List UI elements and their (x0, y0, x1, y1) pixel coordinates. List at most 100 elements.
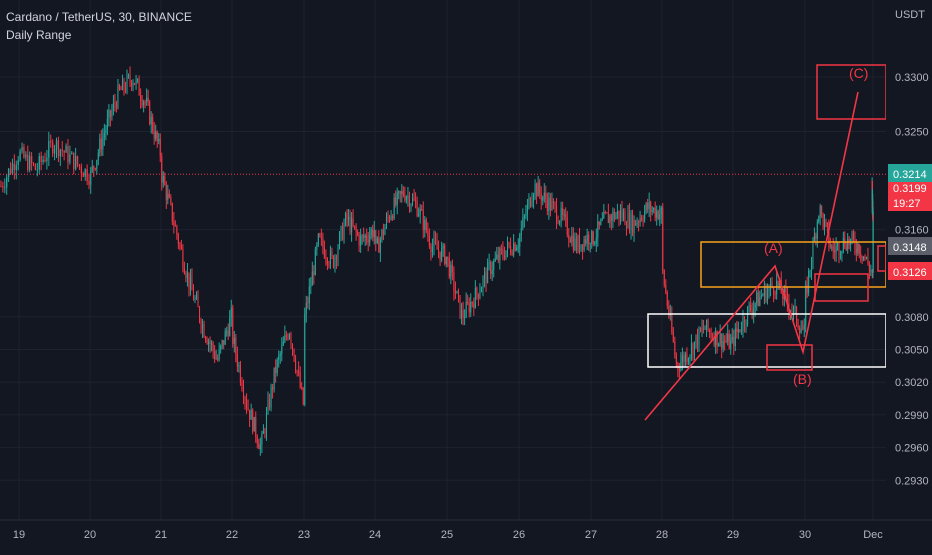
candle-body (422, 210, 424, 230)
candle-body (562, 208, 564, 216)
candle-body (278, 355, 280, 360)
candle-body (794, 306, 796, 308)
candle-body (430, 245, 432, 253)
candle-body (176, 226, 178, 236)
candle-body (797, 323, 799, 328)
candle-body (223, 340, 225, 345)
candle-body (589, 243, 591, 245)
candle-body (19, 151, 21, 161)
candle-body (796, 306, 798, 324)
candle-body (595, 237, 597, 243)
candle-body (332, 256, 334, 267)
candle-body (415, 200, 417, 203)
candle-body (413, 198, 415, 201)
candle-body (462, 310, 464, 318)
candle-body (748, 304, 750, 307)
candle-body (252, 410, 254, 432)
candle-body (419, 208, 421, 215)
candle-body (601, 218, 603, 221)
entry-box (814, 273, 869, 302)
indicator-label[interactable]: Daily Range (6, 28, 72, 42)
candle-body (594, 242, 596, 245)
candle-body (341, 226, 344, 240)
candle-body (348, 216, 350, 220)
candle-body (293, 349, 295, 361)
candle-body (811, 263, 813, 271)
candle-body (272, 387, 274, 390)
candle-body (167, 193, 169, 200)
candle-body (182, 248, 184, 268)
candle-body (680, 361, 682, 371)
symbol-title[interactable]: Cardano / TetherUS, 30, BINANCE (6, 10, 192, 24)
candle-body (600, 220, 602, 225)
candle-body (731, 336, 733, 340)
candle-body (799, 327, 801, 333)
candle-body (822, 213, 824, 228)
candle-body (120, 88, 122, 90)
candle-body (239, 365, 241, 383)
candle-body (385, 217, 388, 227)
candle-body (186, 272, 188, 278)
candle-body (701, 327, 703, 332)
candle-body (742, 317, 744, 331)
candle-body (40, 155, 42, 163)
candle-body (387, 217, 389, 218)
candle-body (563, 214, 565, 216)
candle-body (143, 101, 145, 106)
candle-body (603, 212, 605, 219)
candle-body (757, 292, 759, 306)
candle-body (247, 407, 249, 410)
candle-body (503, 255, 505, 259)
candle-body (638, 222, 640, 224)
candle-body (322, 237, 324, 248)
candle-body (842, 238, 844, 251)
candle-body (134, 83, 136, 85)
candle-body (229, 317, 231, 336)
candle-body (194, 298, 196, 301)
candle-body (813, 235, 815, 242)
candle-body (390, 216, 392, 220)
candle-body (34, 164, 37, 170)
wave-label: (C) (849, 65, 868, 81)
candle-body (690, 343, 692, 356)
candle-body (654, 208, 656, 218)
candle-body (718, 343, 720, 347)
candle-body (250, 410, 252, 420)
candle-body (323, 247, 325, 258)
candle-body (487, 263, 489, 284)
candle-body (625, 225, 628, 228)
candle-body (135, 79, 137, 85)
candle-body (94, 168, 96, 170)
candle-body (61, 149, 63, 152)
candle-body (267, 400, 269, 413)
candle-body (677, 363, 679, 369)
candle-body (290, 334, 292, 345)
candle-body (468, 303, 470, 313)
candle-body (345, 213, 347, 225)
candle-body (7, 168, 10, 178)
candle-body (399, 191, 401, 194)
candle-body (542, 196, 544, 201)
candle-body (678, 368, 680, 371)
candle-body (118, 85, 120, 89)
candle-body (373, 230, 375, 238)
candle-body (648, 202, 650, 210)
candle-body (25, 154, 27, 158)
candle-body (436, 242, 438, 250)
candle-body (343, 224, 345, 240)
candle-body (712, 337, 714, 339)
candle-body (831, 246, 833, 248)
candle-body (326, 259, 328, 264)
price-badge-label: 0.3126 (893, 267, 927, 279)
candle-body (171, 203, 173, 222)
candle-body (375, 230, 377, 243)
candle-body (773, 287, 775, 295)
candle-body (645, 203, 647, 211)
candle-body (265, 412, 268, 434)
candle-body (340, 226, 342, 234)
candle-body (696, 334, 699, 347)
candle-body (837, 243, 839, 247)
candle-body (818, 216, 820, 222)
